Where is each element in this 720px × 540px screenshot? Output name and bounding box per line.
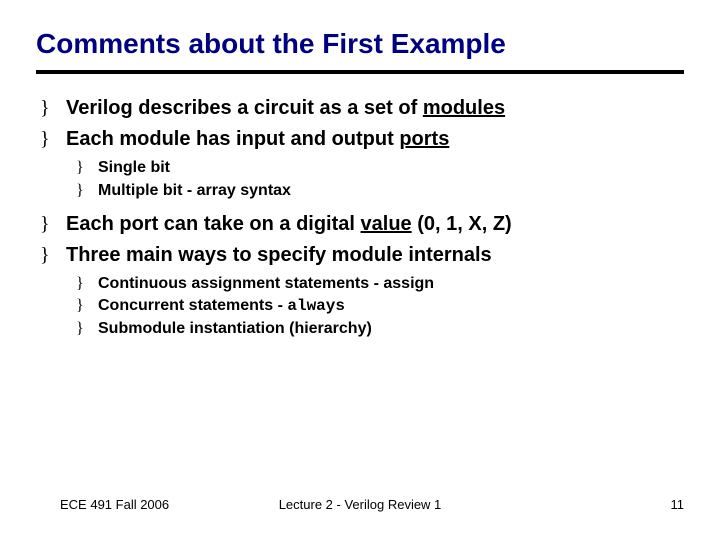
bullet-3-text: Each port can take on a digital value (0… xyxy=(66,212,512,237)
bullet-4-subgroup: } Continuous assignment statements - ass… xyxy=(76,274,684,340)
bullet-icon: } xyxy=(40,212,66,237)
bullet-icon: } xyxy=(76,274,98,295)
bullet-4-sub-3: } Submodule instantiation (hierarchy) xyxy=(76,319,684,340)
bullet-1-pre: Verilog describes a circuit as a set of xyxy=(66,97,423,119)
bullet-4-sub-1: } Continuous assignment statements - ass… xyxy=(76,274,684,295)
bullet-2-subgroup: } Single bit } Multiple bit - array synt… xyxy=(76,158,684,202)
bullet-4-sub-3-text: Submodule instantiation (hierarchy) xyxy=(98,319,372,340)
bullet-4-sub-2-text: Concurrent statements - always xyxy=(98,296,345,317)
title-rule xyxy=(36,70,684,74)
bullet-1-ul: modules xyxy=(423,97,505,119)
footer-center: Lecture 2 - Verilog Review 1 xyxy=(0,497,720,512)
bullet-4-sub-2-pre: Concurrent statements - xyxy=(98,297,287,314)
bullet-2-sub-2: } Multiple bit - array syntax xyxy=(76,181,684,202)
bullet-icon: } xyxy=(40,243,66,268)
bullet-3: } Each port can take on a digital value … xyxy=(40,212,684,237)
bullet-icon: } xyxy=(40,96,66,121)
bullet-4-sub-2: } Concurrent statements - always xyxy=(76,296,684,317)
bullet-3-post: (0, 1, X, Z) xyxy=(412,213,512,235)
bullet-4-text: Three main ways to specify module intern… xyxy=(66,243,492,268)
bullet-1: } Verilog describes a circuit as a set o… xyxy=(40,96,684,121)
bullet-2-sub-1: } Single bit xyxy=(76,158,684,179)
bullet-3-pre: Each port can take on a digital xyxy=(66,213,361,235)
bullet-2-pre: Each module has input and output xyxy=(66,128,399,150)
bullet-2-sub-1-text: Single bit xyxy=(98,158,170,179)
bullet-2-ul: ports xyxy=(399,128,449,150)
bullet-icon: } xyxy=(76,319,98,340)
bullet-2: } Each module has input and output ports xyxy=(40,127,684,152)
bullet-icon: } xyxy=(76,296,98,317)
bullet-4-sub-2-mono: always xyxy=(287,297,345,315)
slide: Comments about the First Example } Veril… xyxy=(0,0,720,540)
bullet-1-text: Verilog describes a circuit as a set of … xyxy=(66,96,505,121)
slide-content: } Verilog describes a circuit as a set o… xyxy=(36,96,684,340)
slide-title: Comments about the First Example xyxy=(36,28,684,60)
footer: ECE 491 Fall 2006 Lecture 2 - Verilog Re… xyxy=(0,497,720,512)
bullet-3-ul: value xyxy=(361,213,412,235)
bullet-2-sub-2-text: Multiple bit - array syntax xyxy=(98,181,291,202)
bullet-4: } Three main ways to specify module inte… xyxy=(40,243,684,268)
bullet-icon: } xyxy=(76,158,98,179)
bullet-icon: } xyxy=(40,127,66,152)
bullet-2-text: Each module has input and output ports xyxy=(66,127,449,152)
bullet-icon: } xyxy=(76,181,98,202)
bullet-4-sub-1-text: Continuous assignment statements - assig… xyxy=(98,274,434,295)
